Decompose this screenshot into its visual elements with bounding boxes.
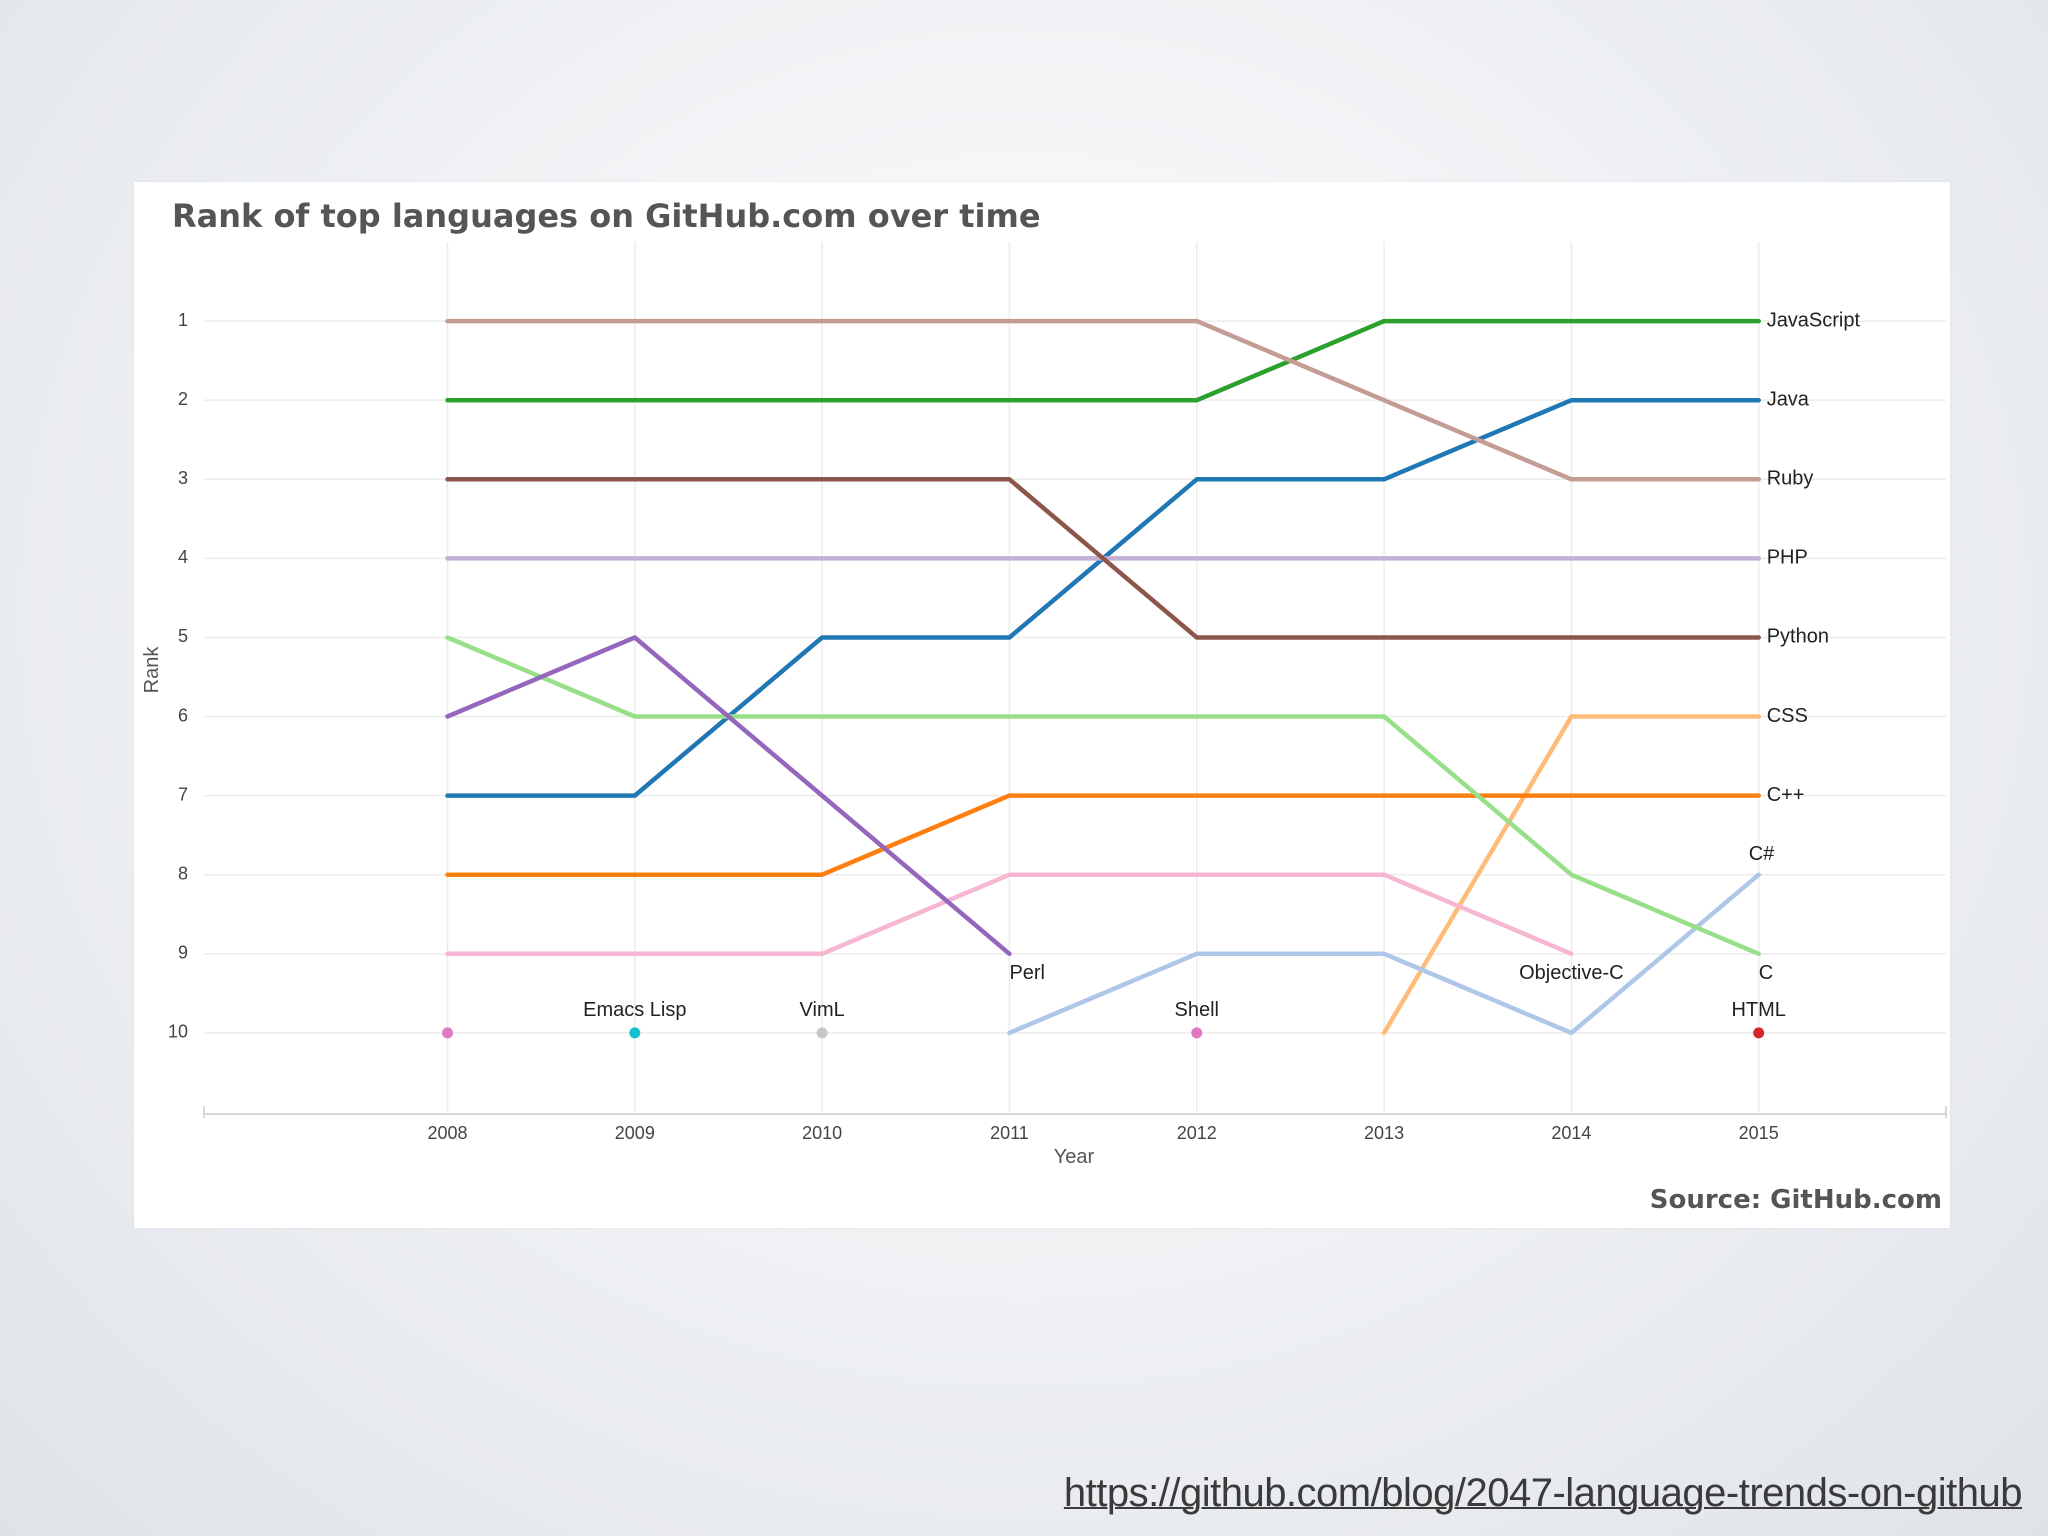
series-label-python: Python — [1767, 626, 1829, 648]
y-axis-label: Rank — [141, 646, 163, 694]
x-axis-label: Year — [1054, 1146, 1095, 1168]
x-tick-label: 2013 — [1364, 1123, 1404, 1143]
series-label-php: PHP — [1767, 547, 1808, 569]
grid — [204, 242, 1946, 1112]
series-line-javascript — [445, 318, 1761, 403]
x-tick-label: 2015 — [1739, 1123, 1779, 1143]
series-point-shell — [1191, 1027, 1203, 1039]
series-label-c: C — [1759, 962, 1773, 984]
series-label-objective-c: Objective-C — [1519, 962, 1623, 984]
series-label-ruby: Ruby — [1767, 468, 1814, 490]
series-label-cpp: C++ — [1767, 784, 1805, 806]
y-tick-label: 5 — [178, 626, 188, 646]
x-tick-label: 2012 — [1177, 1123, 1217, 1143]
series-point-html — [1753, 1027, 1765, 1039]
y-tick-label: 10 — [168, 1022, 188, 1042]
series-line-css — [1381, 714, 1761, 1036]
y-tick-label: 3 — [178, 468, 188, 488]
y-tick-label: 7 — [178, 784, 188, 804]
unlabeled-point — [442, 1027, 454, 1039]
series-point-emacs-lisp — [629, 1027, 641, 1039]
source-label: Source: GitHub.com — [1650, 1185, 1942, 1215]
x-tick-label: 2009 — [615, 1123, 655, 1143]
series-line-c — [445, 635, 1761, 957]
series-line-objective-c — [445, 872, 1574, 957]
series-line-python — [445, 477, 1761, 640]
x-tick-label: 2010 — [802, 1123, 842, 1143]
series-labels: JavaScript Java Ruby PHP Python CSS C++ C# C Obje… — [583, 309, 1860, 1021]
y-tick-label: 8 — [178, 863, 188, 883]
series-line-csharp — [1007, 872, 1761, 1036]
series-label-html: HTML — [1731, 999, 1785, 1021]
series-line-cpp — [445, 793, 1761, 877]
y-tick-label: 9 — [178, 943, 188, 963]
x-tick-label: 2008 — [427, 1123, 467, 1143]
source-link[interactable]: https://github.com/blog/2047-language-tr… — [1063, 1471, 2023, 1515]
series-line-perl — [445, 635, 1012, 957]
series-label-javascript: JavaScript — [1767, 309, 1861, 331]
chart-panel: Rank of top languages on GitHub.com over… — [134, 182, 1950, 1228]
x-tick-label: 2014 — [1551, 1123, 1591, 1143]
series-label-shell: Shell — [1175, 999, 1219, 1021]
y-tick-label: 4 — [178, 547, 188, 567]
series-label-java: Java — [1767, 388, 1810, 410]
series-point-viml — [816, 1027, 828, 1039]
y-tick-label: 2 — [178, 389, 188, 409]
y-tick-label: 1 — [178, 310, 188, 330]
series-lines — [445, 318, 1761, 1036]
series-label-csharp: C# — [1749, 843, 1775, 865]
series-label-perl: Perl — [1009, 962, 1045, 984]
x-tick-label: 2011 — [990, 1123, 1029, 1143]
axes: 1 2 3 4 5 6 7 8 9 10 2008 2009 2010 2011 2012 2013 2014 2… — [168, 310, 1947, 1143]
rank-chart: Rank of top languages on GitHub.com over… — [141, 197, 1947, 1215]
y-tick-label: 6 — [178, 705, 188, 725]
series-points — [442, 1027, 1765, 1039]
series-label-emacs-lisp: Emacs Lisp — [583, 999, 686, 1021]
series-label-css: CSS — [1767, 705, 1808, 727]
chart-title: Rank of top languages on GitHub.com over… — [172, 197, 1041, 235]
series-line-ruby — [445, 318, 1761, 482]
series-label-viml: VimL — [800, 999, 845, 1021]
